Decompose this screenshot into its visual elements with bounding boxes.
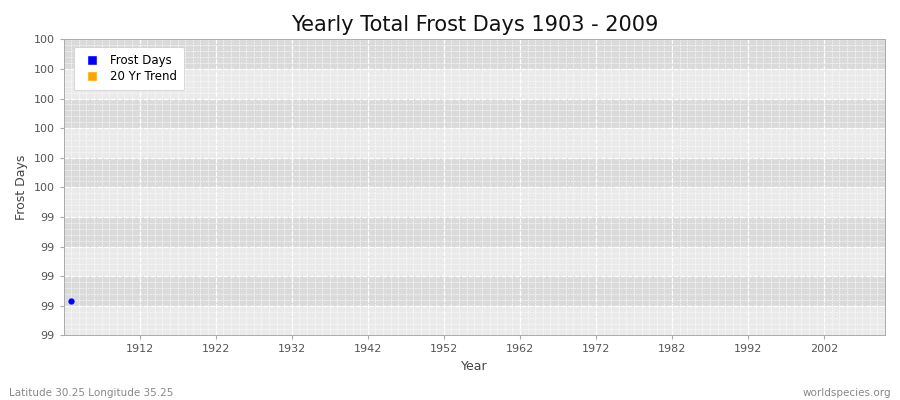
Bar [64,98,885,128]
Bar [64,69,885,98]
Bar [64,128,885,158]
Legend: Frost Days, 20 Yr Trend: Frost Days, 20 Yr Trend [74,47,184,90]
Bar [64,306,885,336]
Text: Latitude 30.25 Longitude 35.25: Latitude 30.25 Longitude 35.25 [9,388,174,398]
Bar [64,187,885,217]
Bar [64,217,885,246]
Title: Yearly Total Frost Days 1903 - 2009: Yearly Total Frost Days 1903 - 2009 [291,15,658,35]
Bar [64,276,885,306]
Text: worldspecies.org: worldspecies.org [803,388,891,398]
Bar [64,246,885,276]
X-axis label: Year: Year [461,360,488,373]
Bar [64,39,885,69]
Bar [64,158,885,187]
Y-axis label: Frost Days: Frost Days [15,155,28,220]
